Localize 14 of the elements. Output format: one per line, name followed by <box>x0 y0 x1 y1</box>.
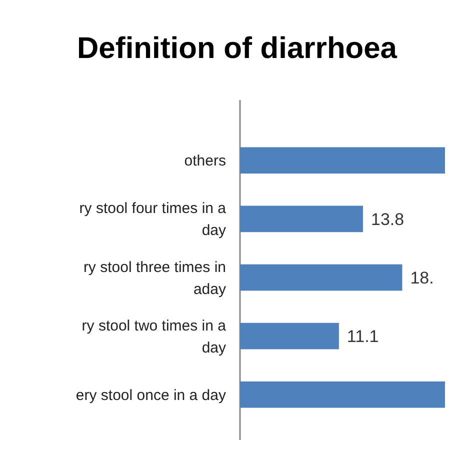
y-tick-label: ry stool three times in aday <box>83 258 226 298</box>
bar <box>240 264 402 291</box>
bar <box>240 322 339 350</box>
y-tick-label: others <box>184 152 226 170</box>
data-label: 11.1 <box>346 327 379 346</box>
data-label: 13.8 <box>371 210 404 229</box>
bar <box>240 381 445 408</box>
y-tick-label: ry stool four times in a day <box>79 200 227 240</box>
y-tick-label: ery stool once in a day <box>76 386 226 404</box>
bar <box>240 206 363 232</box>
y-tick-label: ry stool two times in a day <box>82 317 227 356</box>
chart-title: Definition of diarrhoea <box>76 32 398 65</box>
data-label: 18. <box>410 268 434 288</box>
bar <box>240 147 445 174</box>
